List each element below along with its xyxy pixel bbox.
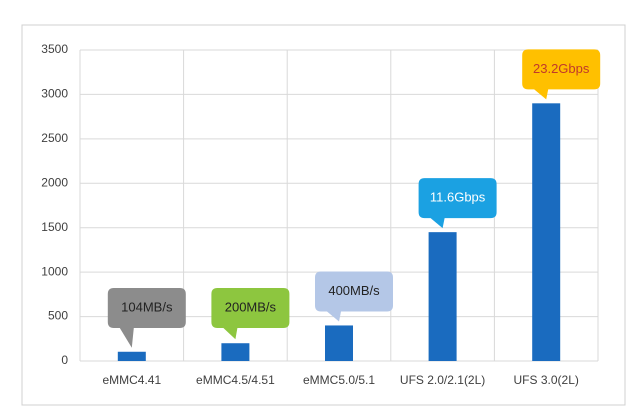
bar (325, 325, 353, 361)
y-tick-label: 0 (61, 353, 68, 367)
value-label: 23.2Gbps (533, 61, 590, 76)
y-tick-label: 1000 (41, 264, 68, 278)
bar (428, 232, 457, 361)
y-tick-label: 3500 (41, 42, 68, 56)
y-tick-label: 2000 (41, 175, 68, 189)
x-tick-label: UFS 3.0(2L) (514, 373, 579, 387)
x-tick-label: eMMC4.41 (102, 373, 161, 387)
bar (221, 343, 250, 361)
value-label: 400MB/s (328, 283, 380, 298)
callout-box (315, 271, 393, 322)
callout-box (107, 288, 186, 348)
x-tick-label: eMMC4.5/4.51 (196, 373, 275, 387)
callout-box (211, 288, 290, 340)
x-tick-label: eMMC5.0/5.1 (303, 373, 375, 387)
bar (532, 103, 561, 362)
y-tick-label: 1500 (41, 220, 68, 234)
y-tick-label: 3000 (41, 87, 68, 101)
bar (117, 351, 146, 361)
value-label: 11.6Gbps (430, 190, 486, 205)
callout-box (522, 49, 601, 100)
value-label: 200MB/s (225, 299, 277, 314)
y-tick-label: 2500 (41, 131, 68, 145)
y-tick-label: 500 (48, 309, 68, 323)
x-tick-label: UFS 2.0/2.1(2L) (400, 373, 485, 387)
value-label: 104MB/s (121, 299, 173, 314)
callout-box (418, 178, 497, 229)
